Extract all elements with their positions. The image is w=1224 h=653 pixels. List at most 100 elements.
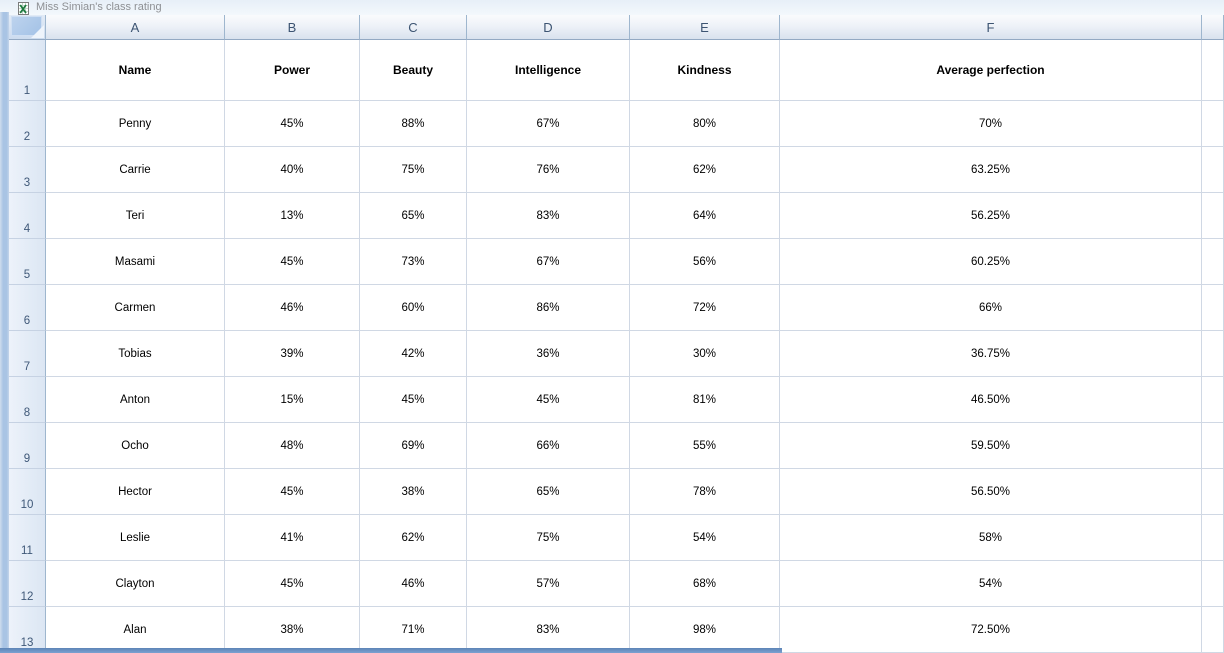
- cell-F4[interactable]: 56.25%: [780, 193, 1202, 239]
- cell-F8[interactable]: 46.50%: [780, 377, 1202, 423]
- cell-B1[interactable]: Power: [225, 40, 360, 101]
- cell-D3[interactable]: 76%: [467, 147, 630, 193]
- cell-E13[interactable]: 98%: [630, 607, 780, 653]
- cell-A8[interactable]: Anton: [46, 377, 225, 423]
- col-header-C[interactable]: C: [360, 15, 467, 40]
- cell-A5[interactable]: Masami: [46, 239, 225, 285]
- cell-B10[interactable]: 45%: [225, 469, 360, 515]
- cell-A10[interactable]: Hector: [46, 469, 225, 515]
- cell-G5[interactable]: [1202, 239, 1224, 285]
- cell-E7[interactable]: 30%: [630, 331, 780, 377]
- cell-G9[interactable]: [1202, 423, 1224, 469]
- col-header-F[interactable]: F: [780, 15, 1202, 40]
- row-header-12[interactable]: 12: [9, 561, 46, 607]
- cell-F6[interactable]: 66%: [780, 285, 1202, 331]
- cell-E11[interactable]: 54%: [630, 515, 780, 561]
- cell-D5[interactable]: 67%: [467, 239, 630, 285]
- cell-G4[interactable]: [1202, 193, 1224, 239]
- cell-F12[interactable]: 54%: [780, 561, 1202, 607]
- cell-E5[interactable]: 56%: [630, 239, 780, 285]
- cell-A3[interactable]: Carrie: [46, 147, 225, 193]
- cell-F5[interactable]: 60.25%: [780, 239, 1202, 285]
- cell-E3[interactable]: 62%: [630, 147, 780, 193]
- cell-F1[interactable]: Average perfection: [780, 40, 1202, 101]
- cell-D9[interactable]: 66%: [467, 423, 630, 469]
- cell-E6[interactable]: 72%: [630, 285, 780, 331]
- cell-E8[interactable]: 81%: [630, 377, 780, 423]
- row-header-7[interactable]: 7: [9, 331, 46, 377]
- row-header-10[interactable]: 10: [9, 469, 46, 515]
- cell-E2[interactable]: 80%: [630, 101, 780, 147]
- col-header-E[interactable]: E: [630, 15, 780, 40]
- cell-A12[interactable]: Clayton: [46, 561, 225, 607]
- cell-F11[interactable]: 58%: [780, 515, 1202, 561]
- cell-C12[interactable]: 46%: [360, 561, 467, 607]
- cell-A1[interactable]: Name: [46, 40, 225, 101]
- col-header-A[interactable]: A: [46, 15, 225, 40]
- cell-B2[interactable]: 45%: [225, 101, 360, 147]
- cell-F7[interactable]: 36.75%: [780, 331, 1202, 377]
- cell-C1[interactable]: Beauty: [360, 40, 467, 101]
- cell-F10[interactable]: 56.50%: [780, 469, 1202, 515]
- cell-A11[interactable]: Leslie: [46, 515, 225, 561]
- cell-G6[interactable]: [1202, 285, 1224, 331]
- cell-D4[interactable]: 83%: [467, 193, 630, 239]
- cell-G8[interactable]: [1202, 377, 1224, 423]
- row-header-9[interactable]: 9: [9, 423, 46, 469]
- cell-C5[interactable]: 73%: [360, 239, 467, 285]
- col-header-D[interactable]: D: [467, 15, 630, 40]
- cell-E4[interactable]: 64%: [630, 193, 780, 239]
- cell-F3[interactable]: 63.25%: [780, 147, 1202, 193]
- cell-A13[interactable]: Alan: [46, 607, 225, 653]
- cell-G2[interactable]: [1202, 101, 1224, 147]
- cell-C10[interactable]: 38%: [360, 469, 467, 515]
- cell-G7[interactable]: [1202, 331, 1224, 377]
- cell-D7[interactable]: 36%: [467, 331, 630, 377]
- cell-F2[interactable]: 70%: [780, 101, 1202, 147]
- cell-D13[interactable]: 83%: [467, 607, 630, 653]
- cell-G11[interactable]: [1202, 515, 1224, 561]
- cell-F9[interactable]: 59.50%: [780, 423, 1202, 469]
- cell-A9[interactable]: Ocho: [46, 423, 225, 469]
- cell-C11[interactable]: 62%: [360, 515, 467, 561]
- cell-G10[interactable]: [1202, 469, 1224, 515]
- row-header-11[interactable]: 11: [9, 515, 46, 561]
- cell-A4[interactable]: Teri: [46, 193, 225, 239]
- col-header-B[interactable]: B: [225, 15, 360, 40]
- cell-B6[interactable]: 46%: [225, 285, 360, 331]
- cell-B13[interactable]: 38%: [225, 607, 360, 653]
- cell-G3[interactable]: [1202, 147, 1224, 193]
- cell-B4[interactable]: 13%: [225, 193, 360, 239]
- row-header-1[interactable]: 1: [9, 40, 46, 101]
- cell-E12[interactable]: 68%: [630, 561, 780, 607]
- cell-B9[interactable]: 48%: [225, 423, 360, 469]
- cell-F13[interactable]: 72.50%: [780, 607, 1202, 653]
- cell-E9[interactable]: 55%: [630, 423, 780, 469]
- cell-D6[interactable]: 86%: [467, 285, 630, 331]
- row-header-2[interactable]: 2: [9, 101, 46, 147]
- cell-D1[interactable]: Intelligence: [467, 40, 630, 101]
- cell-C7[interactable]: 42%: [360, 331, 467, 377]
- cell-D11[interactable]: 75%: [467, 515, 630, 561]
- cell-C13[interactable]: 71%: [360, 607, 467, 653]
- cell-E10[interactable]: 78%: [630, 469, 780, 515]
- cell-A7[interactable]: Tobias: [46, 331, 225, 377]
- cell-G13[interactable]: [1202, 607, 1224, 653]
- row-header-13[interactable]: 13: [9, 607, 46, 653]
- cell-D2[interactable]: 67%: [467, 101, 630, 147]
- cell-C9[interactable]: 69%: [360, 423, 467, 469]
- cell-G1[interactable]: [1202, 40, 1224, 101]
- cell-C3[interactable]: 75%: [360, 147, 467, 193]
- cell-B12[interactable]: 45%: [225, 561, 360, 607]
- row-header-5[interactable]: 5: [9, 239, 46, 285]
- row-header-3[interactable]: 3: [9, 147, 46, 193]
- select-all-button[interactable]: [9, 15, 46, 40]
- cell-D12[interactable]: 57%: [467, 561, 630, 607]
- col-header-partial[interactable]: [1202, 15, 1224, 40]
- row-header-8[interactable]: 8: [9, 377, 46, 423]
- row-header-6[interactable]: 6: [9, 285, 46, 331]
- cell-C4[interactable]: 65%: [360, 193, 467, 239]
- cell-B3[interactable]: 40%: [225, 147, 360, 193]
- cell-B11[interactable]: 41%: [225, 515, 360, 561]
- cell-A6[interactable]: Carmen: [46, 285, 225, 331]
